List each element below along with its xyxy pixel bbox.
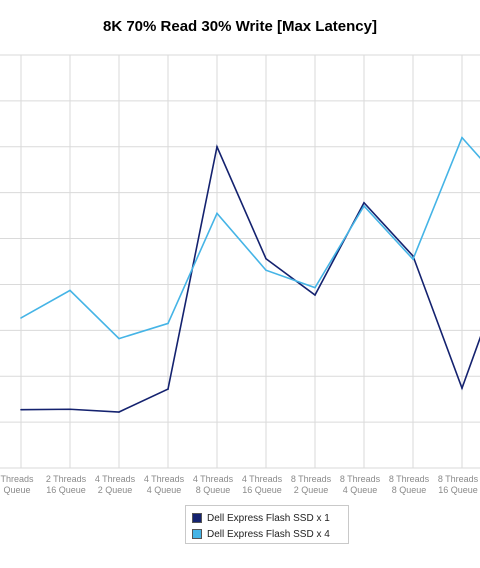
- data-point-series-1: [69, 408, 71, 411]
- x-tick-label: 16 Queue: [242, 485, 282, 495]
- legend-label-series-1: Dell Express Flash SSD x 1: [207, 512, 330, 524]
- x-tick-label: 4 Queue: [147, 485, 182, 495]
- data-point-series-2: [118, 337, 120, 340]
- x-tick-label: 8 Threads: [389, 474, 430, 484]
- legend-item-series-1: Dell Express Flash SSD x 1: [192, 511, 330, 525]
- data-point-series-1: [167, 388, 169, 390]
- x-tick-label: 4 Threads: [193, 474, 234, 484]
- data-point-series-2: [167, 322, 169, 325]
- data-point-series-2: [461, 136, 463, 139]
- x-tick-label: Threads: [0, 474, 34, 484]
- legend-item-series-2: Dell Express Flash SSD x 4: [192, 527, 330, 541]
- x-tick-label: 16 Queue: [46, 485, 86, 495]
- data-point-series-2: [69, 289, 71, 292]
- data-point-series-1: [461, 387, 463, 389]
- data-point-series-2: [265, 269, 267, 272]
- x-tick-label: 4 Threads: [144, 474, 185, 484]
- x-tick-label: 16 Queue: [438, 485, 478, 495]
- data-point-series-1: [314, 294, 316, 296]
- data-point-series-2: [363, 205, 365, 207]
- series-line-1: [20, 144, 480, 413]
- data-point-series-1: [265, 257, 267, 260]
- legend-label-series-2: Dell Express Flash SSD x 4: [207, 528, 330, 540]
- x-tick-label: 8 Threads: [340, 474, 381, 484]
- x-tick-label: 4 Queue: [343, 485, 378, 495]
- data-point-series-1: [216, 145, 218, 148]
- data-point-series-2: [314, 286, 316, 289]
- x-tick-label: 2 Queue: [98, 485, 133, 495]
- x-tick-label: 4 Threads: [95, 474, 136, 484]
- data-point-series-2: [216, 212, 218, 215]
- x-tick-label: 2 Threads: [46, 474, 87, 484]
- data-point-series-2: [412, 258, 414, 261]
- x-tick-label: Queue: [3, 485, 30, 495]
- x-tick-label: 2 Queue: [294, 485, 329, 495]
- x-tick-label: 4 Threads: [242, 474, 283, 484]
- data-point-series-1: [118, 411, 120, 413]
- chart-title: 8K 70% Read 30% Write [Max Latency]: [103, 18, 377, 35]
- legend-swatch-series-1: [192, 513, 202, 523]
- x-tick-label: 8 Threads: [291, 474, 332, 484]
- data-point-series-2: [20, 317, 22, 319]
- data-point-series-1: [363, 201, 365, 204]
- x-tick-label: 8 Threads: [438, 474, 479, 484]
- legend-swatch-series-2: [192, 529, 202, 539]
- x-tick-label: 8 Queue: [392, 485, 427, 495]
- data-point-series-1: [20, 408, 22, 411]
- x-tick-label: 8 Queue: [196, 485, 231, 495]
- legend: Dell Express Flash SSD x 1 Dell Express …: [185, 505, 349, 544]
